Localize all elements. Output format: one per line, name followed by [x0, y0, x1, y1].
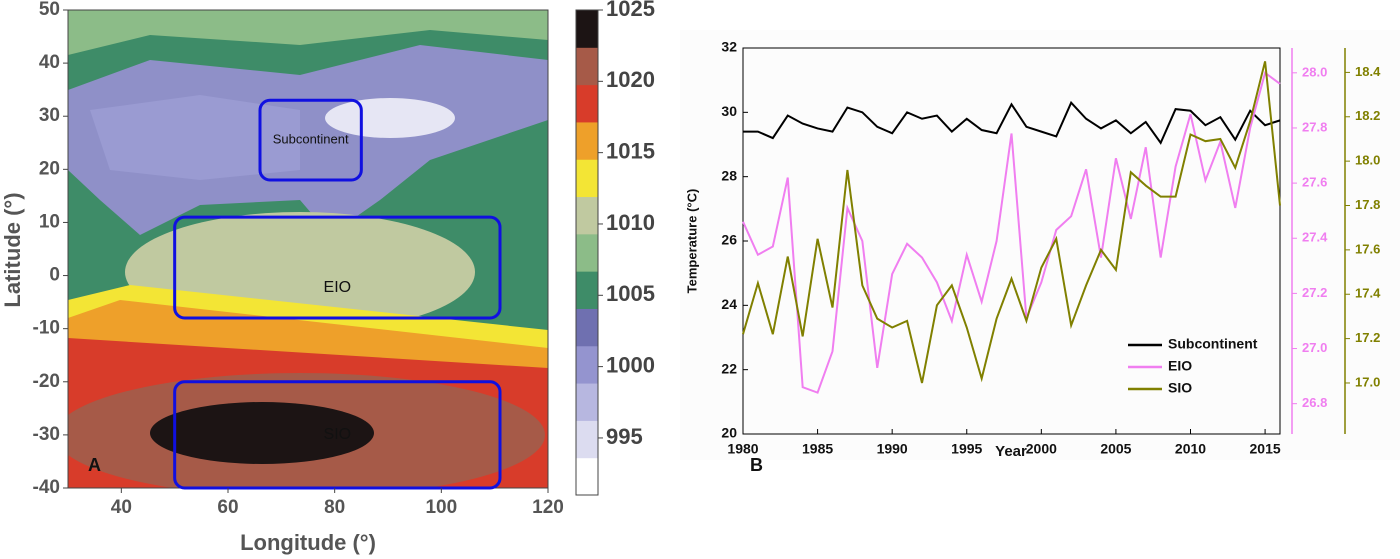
x-tick-label: 40: [111, 497, 132, 518]
map-field: [68, 10, 548, 488]
colorbar-band: [576, 159, 598, 198]
region-label: EIO: [324, 279, 352, 296]
y2-tick-label: 26.8: [1302, 395, 1327, 410]
x-tick-label: 2015: [1250, 441, 1281, 457]
region-box: [258, 98, 363, 182]
y-tick-label: 24: [721, 296, 737, 312]
y-tick-label: 26: [721, 232, 737, 248]
legend-label: Subcontinent: [1168, 336, 1258, 352]
colorbar-tick-label: 1020: [606, 67, 655, 92]
panel-label: B: [750, 455, 763, 475]
y3-tick-label: 17.2: [1355, 330, 1380, 345]
colorbar-tick-label: 1005: [606, 281, 655, 306]
y-tick-label: 28: [721, 167, 737, 183]
y-axis-title: Latitude (°): [0, 192, 25, 307]
y3-tick-label: 17.8: [1355, 197, 1380, 212]
colorbar-band: [576, 121, 598, 160]
region-box: [173, 215, 502, 320]
series-line: [743, 100, 1281, 145]
x-tick-label: 2000: [1026, 441, 1057, 457]
panel-label: A: [88, 455, 101, 475]
colorbar-band: [576, 457, 598, 496]
y2-tick-label: 27.8: [1302, 119, 1327, 134]
y2-tick-label: 28.0: [1302, 64, 1327, 79]
colorbar-band: [576, 10, 598, 48]
x-tick-label: 1990: [877, 441, 908, 457]
x-tick-label: 1980: [727, 441, 758, 457]
y-tick-label: 30: [39, 105, 60, 126]
y2-tick-label: 27.4: [1302, 230, 1328, 245]
colorbar-band: [576, 308, 598, 347]
colorbar-band: [576, 196, 598, 235]
y3-tick-label: 17.0: [1355, 374, 1380, 389]
x-tick-label: 1995: [951, 441, 982, 457]
colorbar-band: [576, 345, 598, 384]
x-axis-title: Longitude (°): [240, 530, 376, 555]
x-tick-label: 1985: [802, 441, 833, 457]
legend-label: EIO: [1168, 358, 1192, 374]
x-tick-label: 100: [425, 497, 457, 518]
y-tick-label: -30: [33, 424, 60, 445]
colorbar-band: [576, 84, 598, 123]
y-tick-label: 20: [721, 425, 737, 441]
region-box: [173, 380, 502, 490]
y-tick-label: 30: [721, 103, 737, 119]
y2-tick-label: 27.6: [1302, 175, 1327, 190]
colorbar-band: [576, 271, 598, 309]
region-label: SIO: [324, 426, 352, 443]
x-tick-label: 2010: [1175, 441, 1206, 457]
colorbar-tick-label: 995: [606, 424, 643, 449]
x-tick-label: 2005: [1100, 441, 1131, 457]
x-axis-title: Year: [995, 443, 1027, 460]
y3-tick-label: 17.6: [1355, 241, 1380, 256]
y3-tick-label: 18.4: [1355, 64, 1381, 79]
colorbar-tick-label: 1015: [606, 138, 655, 163]
colorbar-tick-label: 1000: [606, 352, 655, 377]
x-tick-label: 60: [217, 497, 238, 518]
y-tick-label: 50: [39, 0, 60, 20]
y-tick-label: 40: [39, 52, 60, 73]
x-tick-label: 120: [532, 497, 564, 518]
y3-tick-label: 18.0: [1355, 153, 1380, 168]
legend-label: SIO: [1168, 380, 1192, 396]
colorbar-band: [576, 383, 598, 421]
y3-tick-label: 17.4: [1355, 286, 1381, 301]
y-tick-label: 22: [721, 360, 737, 376]
y-tick-label: -20: [33, 371, 60, 392]
y-tick-label: -40: [33, 477, 60, 498]
colorbar-outline: [575, 9, 599, 496]
y-tick-label: 20: [39, 158, 60, 179]
y-tick-label: 10: [39, 211, 60, 232]
y-tick-label: -10: [33, 318, 60, 339]
series-line: [742, 71, 1281, 394]
y2-tick-label: 27.0: [1302, 340, 1327, 355]
y-tick-label: 32: [721, 39, 737, 55]
series-line: [742, 61, 1281, 384]
colorbar-band: [576, 420, 598, 459]
y-axis-title: Temperature (°C): [684, 189, 699, 294]
x-tick-label: 80: [324, 497, 345, 518]
y-tick-label: 0: [49, 265, 60, 286]
colorbar-tick-label: 1025: [606, 0, 655, 21]
region-label: Subcontinent: [273, 132, 349, 147]
colorbar-tick-label: 1010: [606, 210, 655, 235]
y2-tick-label: 27.2: [1302, 285, 1327, 300]
y3-tick-label: 18.2: [1355, 108, 1380, 123]
colorbar-band: [576, 47, 598, 86]
colorbar-band: [576, 233, 598, 272]
